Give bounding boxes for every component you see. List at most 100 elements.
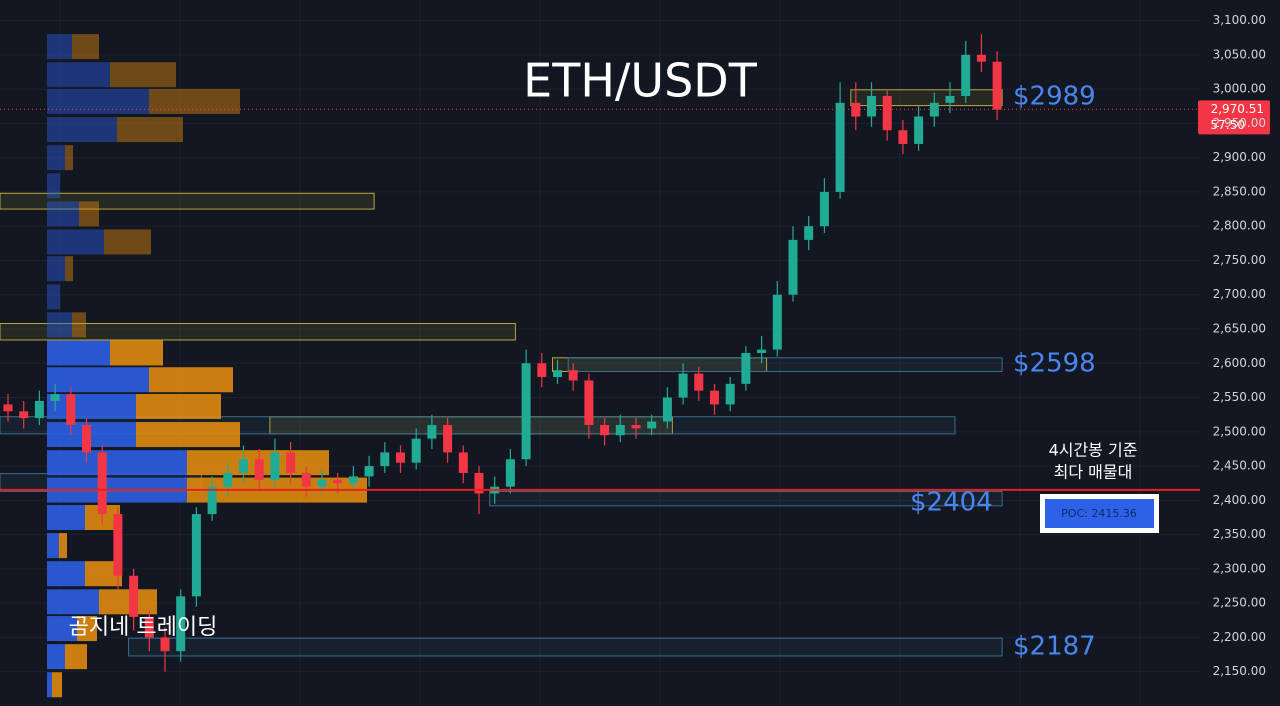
y-tick-label: 2,450.00 [1213,459,1266,473]
profile-sell [104,229,151,255]
y-tick-label: 2,900.00 [1213,150,1266,164]
candle-body [584,380,594,425]
y-tick-label: 2,400.00 [1213,493,1266,507]
candle-body [254,459,264,480]
y-tick-label: 2,700.00 [1213,287,1266,301]
y-tick-label: 3,050.00 [1213,47,1266,61]
candle-body [333,479,343,484]
candle-body [364,466,374,477]
price-zone [0,192,375,210]
candles [3,34,1002,672]
candle-body [992,61,1002,110]
candle-body [129,575,139,617]
profile-buy [47,561,85,587]
profile-buy [47,173,60,199]
watermark: 곰지네 트레이딩 [69,615,218,640]
candle-body [301,472,311,487]
poc-box [1045,499,1154,528]
y-tick-label: 2,850.00 [1213,184,1266,198]
candle-body [207,486,217,515]
y-tick-label: 2,300.00 [1213,561,1266,575]
y-tick-label: 2,650.00 [1213,322,1266,336]
candle-body [521,363,531,460]
profile-buy [47,312,72,338]
candle-body [929,102,939,117]
profile-buy [47,88,149,114]
candle-body [961,54,971,96]
candle-body [50,394,60,401]
candle-body [553,370,562,377]
candle-body [97,452,107,515]
candle-body [411,438,421,463]
y-tick-label: 2,350.00 [1213,527,1266,541]
candle-body [317,479,327,487]
profile-buy [47,644,65,670]
candle-body [600,424,610,436]
y-tick-label: 2,250.00 [1213,596,1266,610]
profile-buy [47,340,110,366]
last-price-tag [1198,100,1270,135]
candle-body [380,452,390,467]
profile-buy [47,145,65,171]
y-tick-label: 2,800.00 [1213,219,1266,233]
candle-body [160,637,170,652]
candle-body [286,452,296,473]
y-tick-label: 3,000.00 [1213,82,1266,96]
candle-body [34,400,44,419]
candle-body [898,130,908,144]
chart-title: ETH/USDT [523,54,758,108]
profile-sell [136,422,240,448]
candle-body [348,476,358,484]
candle-body [819,191,829,227]
y-tick-label: 2,950.00 [1213,116,1266,130]
poc-note: 4시간봉 기준 [1049,441,1138,460]
profile-buy [47,229,104,255]
candle-body [82,424,91,453]
profile-sell [110,340,163,366]
profile-buy [47,201,79,227]
price-zone [128,637,1003,657]
profile-buy [47,422,136,448]
overlay: POC: 2415.36 2,970.51 57:50 [0,100,1270,533]
y-tick-label: 2,550.00 [1213,390,1266,404]
profile-buy [47,367,149,393]
candle-body [772,294,782,350]
profile-sell [72,34,99,60]
candle-body [427,424,437,439]
profile-buy [47,393,136,419]
candle-body [396,452,405,463]
poc-note: 최다 매물대 [1054,463,1133,482]
candle-body [568,370,578,381]
candle-body [537,363,547,377]
profile-sell [65,644,87,670]
poc-label: POC: 2415.36 [1061,507,1137,520]
price-annotation: $2187 [1013,632,1096,662]
candle-body [945,95,955,103]
profile-buy [47,589,99,615]
candle-body [976,54,986,62]
price-annotation: $2989 [1013,82,1096,112]
candle-body [239,459,248,473]
candle-body [19,411,29,419]
candle-body [443,424,453,453]
zones [0,89,1003,657]
profile-buy [47,284,60,310]
profile-sell [77,616,97,642]
profile-sell [117,117,183,143]
profile-buy [47,533,59,559]
profile-sell [110,62,176,88]
profile-buy [47,256,65,282]
candle-body [631,424,641,429]
profile-buy [47,34,72,60]
candle-body [270,452,280,480]
candle-body [662,397,672,422]
last-price-label: 2,970.51 [1211,102,1264,116]
profile-sell [136,393,221,419]
candle-body [725,383,735,405]
candle-body [191,514,201,597]
y-tick-label: 2,500.00 [1213,424,1266,438]
candle-body [851,102,861,117]
candle-body [882,95,892,131]
candle-body [678,373,688,398]
